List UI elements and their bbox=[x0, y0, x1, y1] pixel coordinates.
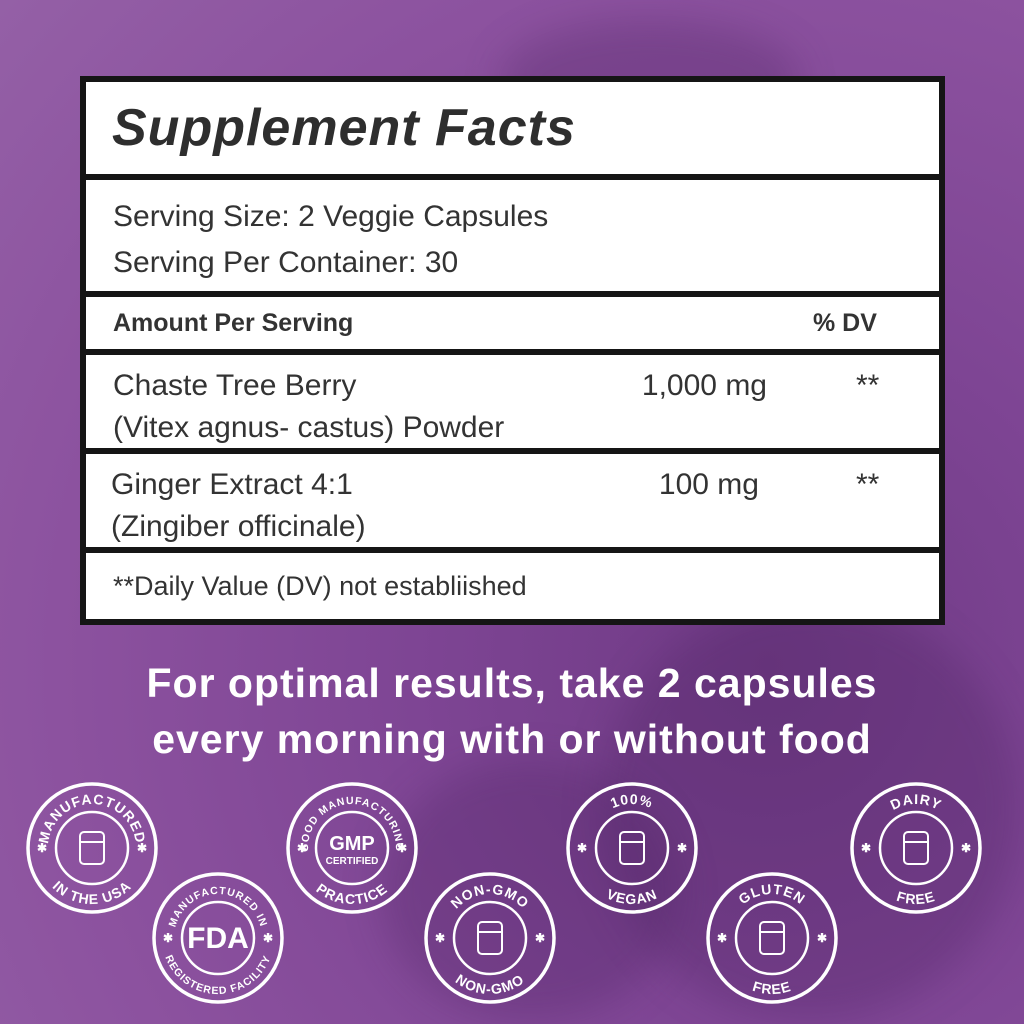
ingredient-dv: ** bbox=[856, 468, 880, 501]
ingredient-detail: (Zingiber officinale) bbox=[111, 510, 366, 543]
ingredient-amount: 100 mg bbox=[658, 468, 759, 501]
badge-bottom-text: IN THE USA bbox=[50, 877, 135, 907]
serving-size: Serving Size: 2 Veggie Capsules bbox=[113, 200, 549, 233]
ingredient-dv: ** bbox=[856, 369, 880, 402]
badge-inner-ring bbox=[594, 810, 670, 886]
badge-bottom-text: IN THE USA bbox=[50, 877, 134, 907]
ingredient-detail: (Vitex agnus- castus) Powder bbox=[113, 411, 505, 444]
badge-top-text: NON-GMO bbox=[447, 881, 532, 912]
badge-inner-ring bbox=[180, 900, 256, 976]
badge-inner-ring bbox=[54, 810, 130, 886]
facts-header: Amount Per Serving % DV bbox=[86, 291, 939, 349]
ingredient-amount: 1,000 mg bbox=[641, 369, 767, 402]
badge-star: ✱ bbox=[677, 841, 687, 855]
badge-top-text: GLUTEN bbox=[735, 881, 807, 907]
facts-title: Supplement Facts bbox=[112, 99, 576, 157]
amount-header: Amount Per Serving bbox=[113, 309, 354, 337]
badge-star: ✱ bbox=[297, 841, 307, 855]
badge: ✱ ✱ DAIRY FREE bbox=[850, 782, 982, 914]
badge-ring bbox=[424, 872, 556, 1004]
badge: ✱ ✱ 100% VEGAN bbox=[566, 782, 698, 914]
supplement-facts: Supplement Facts Serving Size: 2 Veggie … bbox=[80, 76, 945, 625]
badge-top-text: 100% bbox=[608, 791, 654, 811]
badge: ✱ ✱ GLUTEN FREE bbox=[706, 872, 838, 1004]
badge-star: ✱ bbox=[817, 931, 827, 945]
badge-star: ✱ bbox=[263, 931, 273, 945]
badge-top-text: DAIRY bbox=[888, 791, 944, 813]
ingredient-row: Ginger Extract 4:1 (Zingiber officinale)… bbox=[86, 448, 939, 547]
badge-top-text: 100% bbox=[608, 791, 655, 811]
dv-header: % DV bbox=[813, 309, 877, 337]
badge-icon bbox=[759, 921, 785, 955]
badge-bottom-text: VEGAN bbox=[604, 886, 659, 907]
badge-icon bbox=[79, 831, 105, 865]
badge-center-text: FDA bbox=[187, 922, 249, 955]
badge-ring bbox=[286, 782, 418, 914]
badge-inner-ring bbox=[314, 810, 390, 886]
badge-ring bbox=[26, 782, 158, 914]
badge-icon bbox=[619, 831, 645, 865]
badge-inner-ring bbox=[878, 810, 954, 886]
ingredient-row: Chaste Tree Berry (Vitex agnus- castus) … bbox=[86, 349, 939, 448]
ingredient-name: Chaste Tree Berry bbox=[113, 369, 357, 402]
ingredient-name: Ginger Extract 4:1 bbox=[111, 468, 353, 501]
badge-bottom-text: VEGAN bbox=[604, 886, 658, 907]
badge-bottom-text: FREE bbox=[895, 888, 936, 907]
servings-per-container: Serving Per Container: 30 bbox=[113, 246, 459, 279]
badge-inner-ring bbox=[734, 900, 810, 976]
directions: For optimal results, take 2 capsules eve… bbox=[0, 655, 1024, 767]
badge-ring bbox=[152, 872, 284, 1004]
directions-line: every morning with or without food bbox=[152, 716, 872, 762]
badge-top-text: NON-GMO bbox=[447, 881, 531, 912]
badge-top-text: DAIRY bbox=[888, 791, 945, 813]
badge-bottom-text: FREE bbox=[895, 888, 937, 907]
badge-ring bbox=[706, 872, 838, 1004]
badge-star: ✱ bbox=[861, 841, 871, 855]
badge-center-text: CERTIFIED bbox=[326, 856, 379, 867]
badge-star: ✱ bbox=[397, 841, 407, 855]
badge-star: ✱ bbox=[577, 841, 587, 855]
badge-top-text: GLUTEN bbox=[735, 881, 808, 907]
badge-star: ✱ bbox=[961, 841, 971, 855]
badge-inner-ring bbox=[452, 900, 528, 976]
badge-star: ✱ bbox=[163, 931, 173, 945]
serving-info: Serving Size: 2 Veggie Capsules Serving … bbox=[86, 174, 939, 291]
directions-line: For optimal results, take 2 capsules bbox=[146, 660, 878, 706]
badge-icon bbox=[477, 921, 503, 955]
badge-star: ✱ bbox=[37, 841, 47, 855]
footnote: **Daily Value (DV) not establiished bbox=[86, 547, 939, 619]
badge-bottom-text: FREE bbox=[751, 978, 793, 997]
badge-star: ✱ bbox=[137, 841, 147, 855]
badge-ring bbox=[566, 782, 698, 914]
badge-star: ✱ bbox=[717, 931, 727, 945]
badge-star: ✱ bbox=[535, 931, 545, 945]
badge-star: ✱ bbox=[435, 931, 445, 945]
badge-icon bbox=[903, 831, 929, 865]
badge-bottom-text: FREE bbox=[751, 978, 792, 997]
badge-ring bbox=[850, 782, 982, 914]
badge-center-text: GMP bbox=[329, 833, 375, 855]
